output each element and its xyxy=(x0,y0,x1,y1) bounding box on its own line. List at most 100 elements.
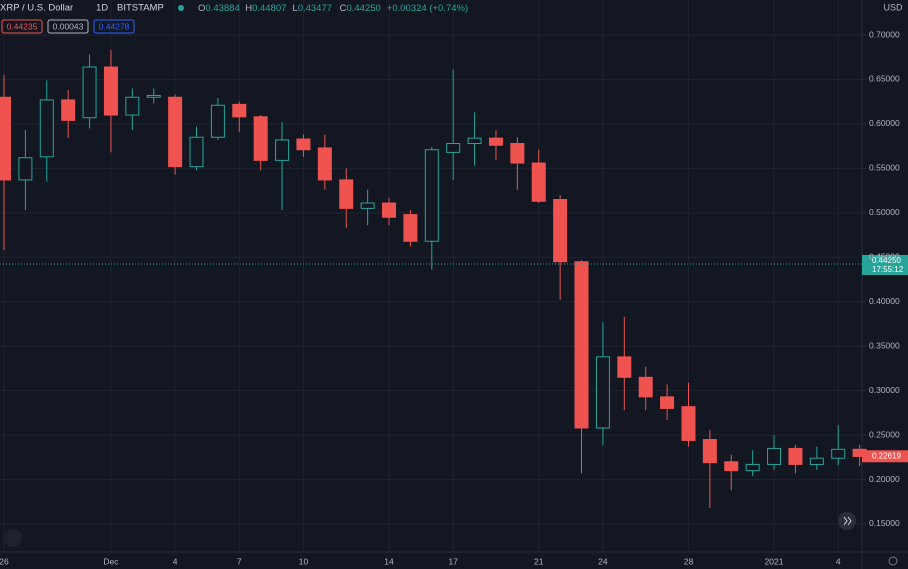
quote-value: 0.44278 xyxy=(99,21,130,31)
legend-item: O0.43884 xyxy=(198,3,240,14)
scroll-icon xyxy=(843,516,852,526)
legend-value: 0.43884 xyxy=(205,3,239,14)
exchange: BITSTAMP xyxy=(117,3,164,14)
candle-body xyxy=(39,99,54,158)
countdown-label: 17:55:12 xyxy=(872,265,904,274)
x-tick-label: 26 xyxy=(0,556,9,566)
quote-box xyxy=(47,19,89,34)
y-tick-label: 0.20000 xyxy=(869,474,900,484)
candle-body xyxy=(467,137,482,144)
quote-value: 0.00043 xyxy=(53,21,84,31)
x-tick-label: 14 xyxy=(384,556,394,566)
y-tick-label: 0.35000 xyxy=(869,340,900,350)
candle-body xyxy=(809,457,824,465)
y-tick-label: 0.40000 xyxy=(869,296,900,306)
candle-body xyxy=(275,139,290,161)
candle-body xyxy=(767,447,782,465)
interval: 1D xyxy=(96,3,108,14)
candle-body xyxy=(702,439,717,464)
candle-body xyxy=(403,214,418,242)
candle-body xyxy=(724,461,739,472)
currency-label: USD xyxy=(883,2,903,12)
legend-key: H xyxy=(245,3,252,14)
candle-body xyxy=(831,448,846,459)
legend-value: 0.44250 xyxy=(346,3,380,14)
y-tick-label: 0.50000 xyxy=(869,207,900,217)
y-tick-label: 0.15000 xyxy=(869,518,900,528)
symbol: XRP / U.S. Dollar xyxy=(0,3,73,14)
x-tick-label: 4 xyxy=(836,556,841,566)
x-tick-label: 24 xyxy=(598,556,608,566)
legend-item: L0.43477 xyxy=(292,3,332,14)
candle-body xyxy=(360,202,375,209)
quote-box xyxy=(93,19,135,34)
candle-body xyxy=(510,142,525,164)
candle-body xyxy=(617,356,632,378)
last-price-tag xyxy=(862,254,908,275)
legend-value: 0.44807 xyxy=(252,3,286,14)
y-tick-label: 0.25000 xyxy=(869,429,900,439)
candle-body xyxy=(638,376,653,398)
settings-icon[interactable] xyxy=(888,556,898,566)
x-tick-label: 17 xyxy=(448,556,458,566)
candle-body xyxy=(595,356,610,429)
candle-body xyxy=(660,396,675,409)
y-tick-label: 0.65000 xyxy=(869,74,900,84)
legend-key: O xyxy=(198,3,205,14)
candle-body xyxy=(788,447,803,465)
x-tick-label: 7 xyxy=(237,556,242,566)
last-price-label: 0.44250 xyxy=(872,256,901,265)
legend-key: C xyxy=(340,3,347,14)
candle-body xyxy=(125,96,140,116)
candle-body xyxy=(103,66,118,116)
candle-body xyxy=(446,142,461,153)
candle-body xyxy=(424,149,439,242)
y-tick-label: 0.70000 xyxy=(869,29,900,39)
legend-item: +0.00324 (+0.74%) xyxy=(387,3,468,14)
candle-body xyxy=(232,103,247,118)
candle-body xyxy=(681,406,696,441)
x-tick-label: 21 xyxy=(534,556,544,566)
candle-body xyxy=(296,138,311,151)
x-tick-label: Dec xyxy=(103,556,119,566)
logo-button[interactable] xyxy=(4,529,22,547)
candle-body xyxy=(488,137,503,146)
candles xyxy=(0,50,867,508)
candle-body xyxy=(189,136,204,168)
candle-body xyxy=(531,162,546,202)
y-tick-label: 0.60000 xyxy=(869,118,900,128)
y-tick-label: 0.30000 xyxy=(869,385,900,395)
candle-body xyxy=(61,99,76,121)
y-tick-label: 0.45000 xyxy=(869,252,900,262)
candle-body xyxy=(168,96,183,168)
candle-body xyxy=(553,198,568,263)
legend-item: H0.44807 xyxy=(245,3,286,14)
price-marker-tag xyxy=(862,450,908,463)
candle-body xyxy=(82,66,97,119)
candle-body xyxy=(253,116,268,161)
candle-body xyxy=(382,202,397,218)
candle-body xyxy=(745,463,760,472)
quote-value: 0.44235 xyxy=(7,21,38,31)
legend-key: L xyxy=(292,3,297,14)
price-marker-label: 0.22619 xyxy=(872,451,901,460)
candle-body xyxy=(574,261,589,429)
candle-body xyxy=(339,179,354,209)
legend-item: C0.44250 xyxy=(340,3,381,14)
candle-body xyxy=(210,104,225,138)
candle-body xyxy=(18,157,33,181)
candle-body xyxy=(0,96,11,181)
y-tick-label: 0.55000 xyxy=(869,163,900,173)
candle-body xyxy=(317,147,332,181)
status-dot xyxy=(178,5,184,11)
legend-value: +0.00324 (+0.74%) xyxy=(387,3,468,14)
x-tick-label: 10 xyxy=(299,556,309,566)
legend-value: 0.43477 xyxy=(298,3,332,14)
x-tick-label: 4 xyxy=(173,556,178,566)
x-tick-label: 2021 xyxy=(765,556,784,566)
candle-body xyxy=(146,94,161,98)
